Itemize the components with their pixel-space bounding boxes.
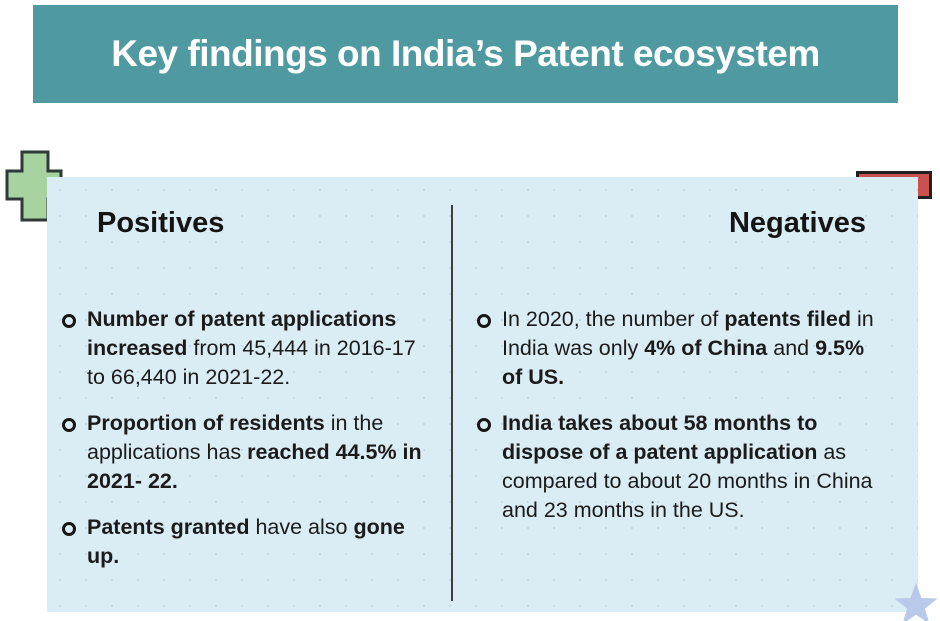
list-item: India takes about 58 months to dispose o…	[477, 409, 879, 525]
bullet-text: In 2020, the number of patents filed in …	[502, 305, 879, 392]
text-segment: Proportion of residents	[87, 411, 325, 435]
column-divider	[451, 205, 453, 601]
bullet-text: Proportion of residents in the applicati…	[87, 409, 434, 496]
bullet-icon	[62, 418, 76, 432]
positives-heading: Positives	[97, 207, 225, 239]
text-segment: India takes about 58 months to dispose o…	[502, 411, 818, 464]
text-segment: patents filed	[724, 307, 851, 331]
negatives-list: In 2020, the number of patents filed in …	[477, 305, 879, 542]
text-segment: Patents granted	[87, 515, 250, 539]
text-segment: 9.5% of US.	[502, 336, 865, 389]
bullet-text: India takes about 58 months to dispose o…	[502, 409, 879, 525]
negatives-heading: Negatives	[728, 207, 866, 239]
bullet-icon	[477, 314, 491, 328]
text-segment: 4% of China	[644, 336, 768, 360]
bullet-icon	[62, 522, 76, 536]
bullet-text: Patents granted have also gone up.	[87, 513, 434, 571]
page-title: Key findings on India’s Patent ecosystem	[111, 33, 820, 74]
list-item: Proportion of residents in the applicati…	[62, 409, 434, 496]
content-panel: Positives Negatives Number of patent app…	[47, 177, 918, 612]
header-bar: Key findings on India’s Patent ecosystem	[33, 5, 898, 103]
text-segment: and	[767, 336, 816, 360]
list-item: Patents granted have also gone up.	[62, 513, 434, 571]
positives-list: Number of patent applications increased …	[62, 305, 434, 588]
text-segment: from 45,444 in 2016-17 to 66,440 in 2021…	[87, 336, 416, 389]
bullet-text: Number of patent applications increased …	[87, 305, 434, 392]
text-segment: reached 44.5% in 2021- 22.	[87, 440, 422, 493]
list-item: In 2020, the number of patents filed in …	[477, 305, 879, 392]
text-segment: as compared to about 20 months in China …	[502, 440, 873, 522]
text-segment: in India was only	[502, 307, 874, 360]
list-item: Number of patent applications increased …	[62, 305, 434, 392]
star-icon	[893, 581, 939, 621]
bullet-icon	[477, 418, 491, 432]
text-segment: In 2020, the number of	[502, 307, 725, 331]
text-segment: in the applications has	[87, 411, 384, 464]
text-segment: Number of patent applications increased	[87, 307, 397, 360]
text-segment: gone up.	[87, 515, 405, 568]
bullet-icon	[62, 314, 76, 328]
text-segment: have also	[249, 515, 354, 539]
